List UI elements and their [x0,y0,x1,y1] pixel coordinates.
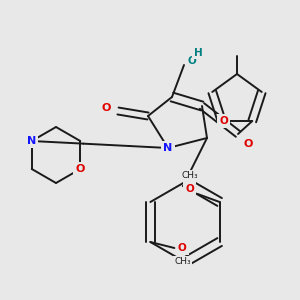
Text: CH₃: CH₃ [181,172,198,181]
Text: O: O [101,103,111,113]
Text: N: N [164,143,172,153]
Text: CH₃: CH₃ [174,257,191,266]
Text: N: N [27,136,36,146]
Text: O: O [76,164,85,174]
Text: O: O [178,243,187,253]
Text: O: O [185,184,194,194]
Text: O: O [219,116,228,126]
Text: O: O [187,56,196,66]
Text: H: H [194,48,202,58]
Text: O: O [243,139,253,149]
